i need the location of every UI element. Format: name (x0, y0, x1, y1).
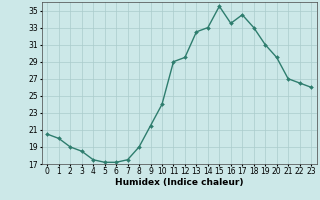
X-axis label: Humidex (Indice chaleur): Humidex (Indice chaleur) (115, 178, 244, 187)
